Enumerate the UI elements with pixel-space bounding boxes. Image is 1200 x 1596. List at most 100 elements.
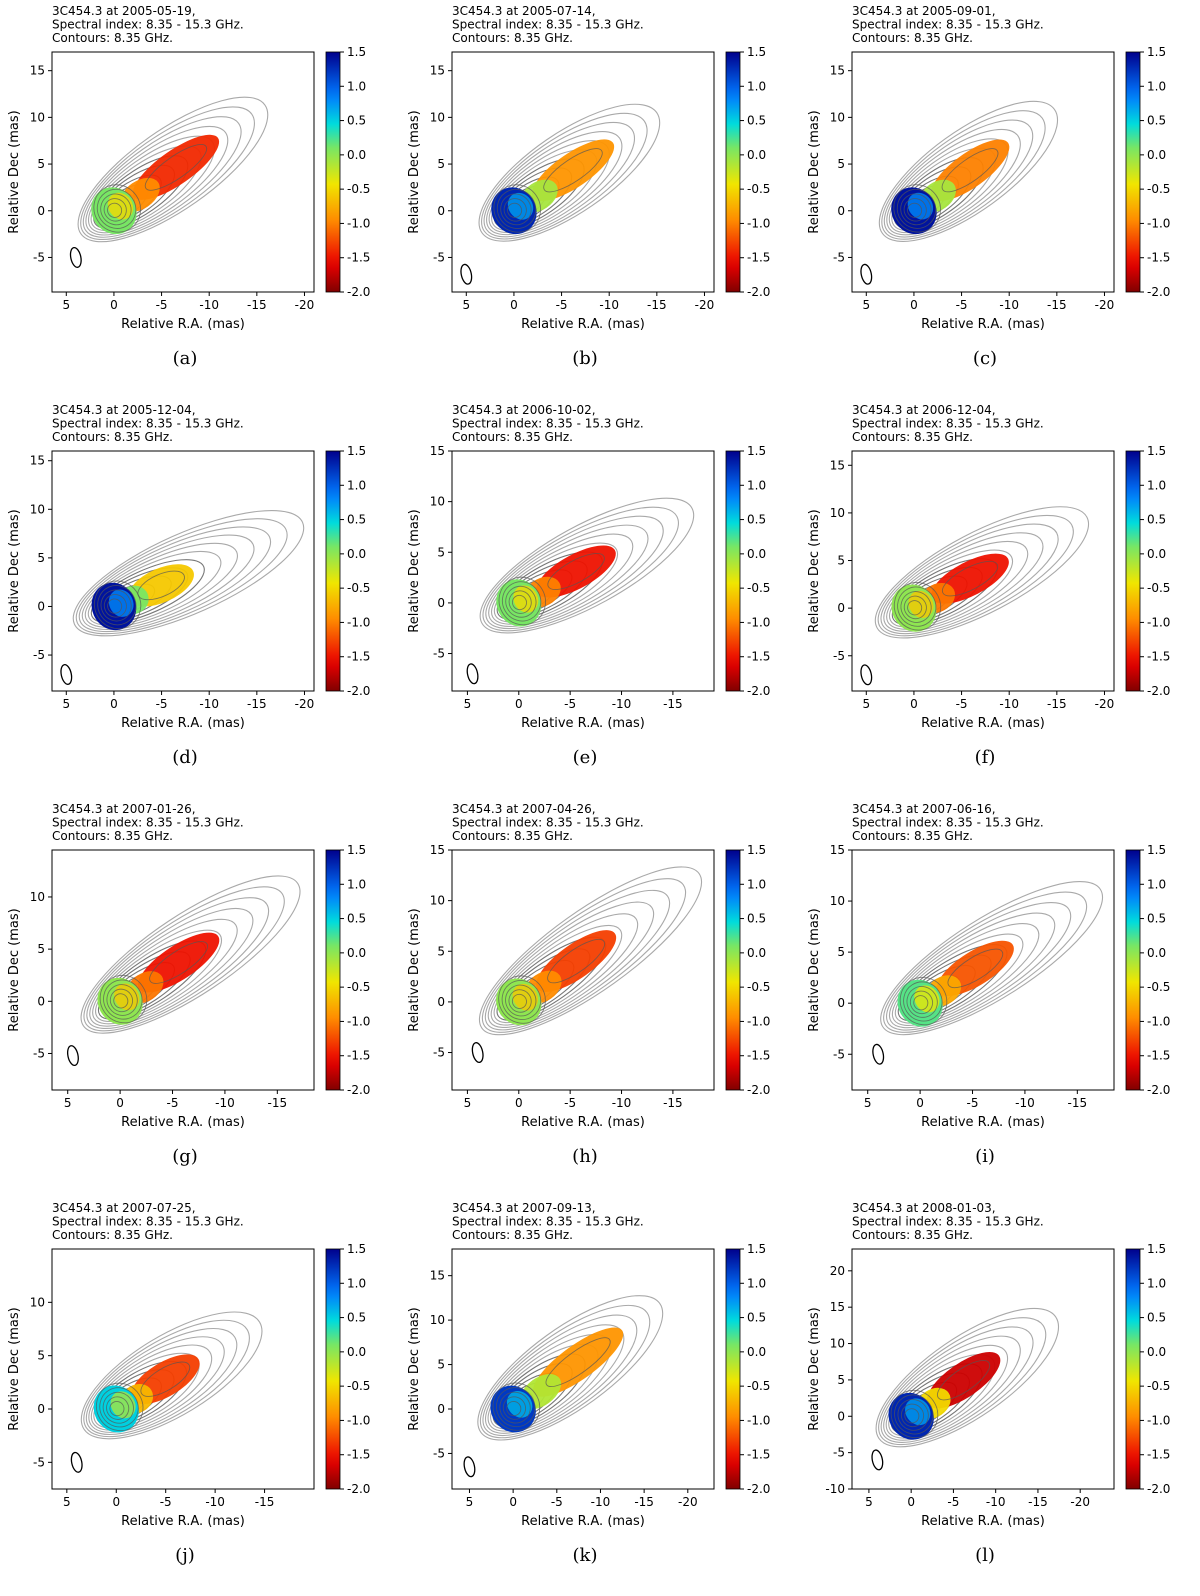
contour-line <box>479 497 695 634</box>
y-tick-label: -5 <box>33 1455 45 1469</box>
x-tick-label: -15 <box>268 1096 288 1110</box>
contour-line <box>883 532 1044 633</box>
chart-title-line: Spectral index: 8.35 - 15.3 GHz. <box>852 417 1044 431</box>
chart-title-line: Spectral index: 8.35 - 15.3 GHz. <box>52 18 244 32</box>
y-tick-label: 15 <box>30 454 45 468</box>
colorbar-tick-label: -0.5 <box>1147 980 1170 994</box>
plot-frame <box>451 51 715 293</box>
panel-g: 3C454.3 at 2007-01-26, Spectral index: 8.… <box>0 798 400 1197</box>
colorbar-tick-label: 1.0 <box>1147 877 1166 891</box>
core-contour <box>505 984 537 1017</box>
y-axis-label: Relative Dec (mas) <box>7 908 22 1031</box>
plot-frame <box>451 450 715 692</box>
colorbar-tick-label: -1.0 <box>347 216 370 230</box>
contour-line <box>481 878 687 1033</box>
colorbar-tick-label: 1.5 <box>747 444 766 458</box>
contour-line <box>83 1319 250 1438</box>
spectral-map <box>891 553 1009 632</box>
x-tick-label: 0 <box>910 298 918 312</box>
contour-line <box>485 515 664 630</box>
colorbar-tick-label: 0.5 <box>747 912 766 926</box>
contour-line <box>490 533 634 625</box>
core-contour <box>903 595 927 620</box>
core-contour <box>900 591 932 623</box>
core-contour <box>909 990 934 1015</box>
chart-l: 3C454.3 at 2008-01-03,Spectral index: 8.… <box>807 1201 1170 1566</box>
colorbar-tick-label: 1.0 <box>747 1276 766 1290</box>
contour-line <box>92 918 238 1025</box>
y-tick-label: 5 <box>37 157 45 171</box>
core-contour <box>95 1382 144 1432</box>
colorbar-tick-label: 0.0 <box>347 946 366 960</box>
beam-ellipse <box>69 246 82 268</box>
x-tick-label: 0 <box>509 1495 517 1509</box>
colorbar-tick-label: -1.0 <box>1147 1413 1170 1427</box>
y-tick-label: 10 <box>830 506 845 520</box>
colorbar-tick-label: 1.0 <box>747 877 766 891</box>
contour-line <box>490 913 639 1026</box>
core-contour <box>506 1400 522 1417</box>
colorbar-tick-label: -1.0 <box>347 1014 370 1028</box>
colorbar-tick-label: 0.5 <box>1147 1311 1166 1325</box>
core-contour <box>903 198 927 222</box>
colorbar-tick-label: -1.5 <box>1147 1448 1170 1462</box>
colorbar <box>325 51 341 293</box>
panel-f: 3C454.3 at 2006-12-04, Spectral index: 8.… <box>800 399 1200 798</box>
beam-ellipse <box>460 263 473 285</box>
x-tick-label: -15 <box>247 697 267 711</box>
contour-line <box>479 1304 651 1439</box>
contour-line <box>85 125 229 236</box>
colorbar-tick-label: 0.5 <box>747 114 766 128</box>
chart-title-line: 3C454.3 at 2006-10-02, <box>452 403 596 417</box>
chart-f: 3C454.3 at 2006-12-04,Spectral index: 8.… <box>807 403 1170 768</box>
colorbar-tick-label: -0.5 <box>347 182 370 196</box>
jet-contour <box>144 144 208 191</box>
panel-d: 3C454.3 at 2005-12-04, Spectral index: 8.… <box>0 399 400 798</box>
y-tick-label: 5 <box>437 545 445 559</box>
spectral-map <box>496 545 616 627</box>
colorbar-tick-label: 0.5 <box>747 513 766 527</box>
chart-title-line: Contours: 8.35 GHz. <box>852 1228 973 1242</box>
core-contour <box>511 993 527 1010</box>
colorbar-tick-label: -0.5 <box>747 581 770 595</box>
plot-area <box>66 875 301 1067</box>
contour-line <box>881 110 1046 240</box>
colorbar-tick-label: -2.0 <box>1147 1482 1170 1496</box>
core-contour <box>499 1391 531 1424</box>
contour-line <box>486 131 623 236</box>
x-tick-label: -10 <box>999 697 1019 711</box>
jet-contour <box>140 1361 191 1397</box>
x-tick-label: 5 <box>464 1096 472 1110</box>
colorbar-tick-label: 1.5 <box>747 1242 766 1256</box>
y-axis-label: Relative Dec (mas) <box>407 110 422 233</box>
plot-area <box>471 866 703 1064</box>
panel-i: 3C454.3 at 2007-06-16, Spectral index: 8.… <box>800 798 1200 1197</box>
colorbar-tick-label: -1.5 <box>347 251 370 265</box>
colorbar-tick-label: 0.5 <box>347 1311 366 1325</box>
y-tick-label: 5 <box>437 1358 445 1372</box>
chart-title-line: Spectral index: 8.35 - 15.3 GHz. <box>52 1215 244 1229</box>
panel-h: 3C454.3 at 2007-04-26, Spectral index: 8.… <box>400 798 800 1197</box>
contour-line <box>477 1295 664 1441</box>
core-contour <box>492 1382 541 1431</box>
jet-contour <box>947 948 1004 989</box>
colorbar-tick-label: 0.0 <box>1147 148 1166 162</box>
jet-contour <box>941 148 999 193</box>
colorbar-tick-label: 1.0 <box>747 79 766 93</box>
chart-title-line: 3C454.3 at 2006-12-04, <box>852 403 996 417</box>
spectral-map <box>93 1354 200 1433</box>
y-tick-label: 0 <box>37 994 45 1008</box>
colorbar-tick-label: -1.5 <box>347 1049 370 1063</box>
chart-title-line: Contours: 8.35 GHz. <box>452 829 573 843</box>
y-tick-label: 10 <box>30 502 45 516</box>
colorbar-tick-label: 0.0 <box>1147 547 1166 561</box>
colorbar-tick-label: -2.0 <box>1147 684 1170 698</box>
x-tick-label: -5 <box>551 1495 563 1509</box>
x-tick-label: -5 <box>160 1495 172 1509</box>
y-tick-label: 5 <box>437 944 445 958</box>
y-axis-label: Relative Dec (mas) <box>407 908 422 1031</box>
plot-area <box>871 1307 1060 1471</box>
colorbar-tick-label: -2.0 <box>1147 1083 1170 1097</box>
contour-line <box>894 933 1024 1024</box>
y-tick-label: 10 <box>30 1295 45 1309</box>
